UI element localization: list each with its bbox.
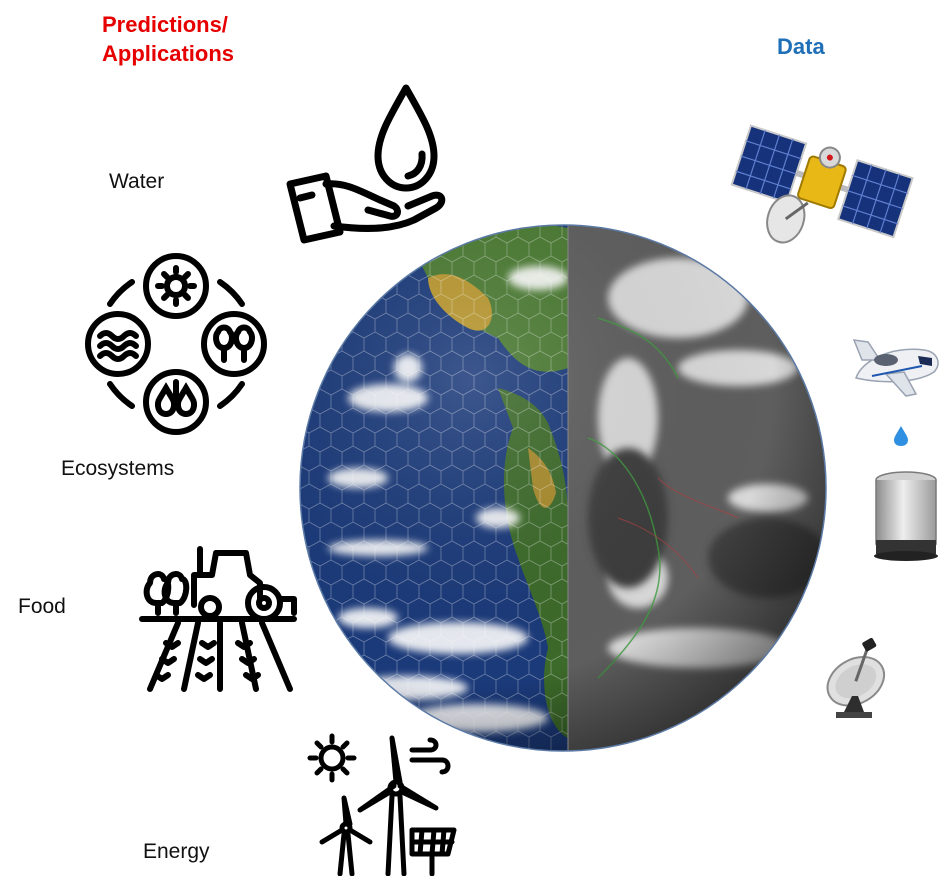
water-label: Water [109,170,165,193]
aircraft-icon [852,339,939,397]
ecosystems-cycle-icon [85,253,267,435]
rain-drop-icon [894,426,908,446]
tractor-field-icon [139,546,297,692]
energy-label: Energy [143,840,210,863]
food-label: Food [18,595,66,618]
earth-globe [299,224,827,752]
radar-dish-icon [826,638,886,718]
predictions-heading-line2: Applications [102,41,235,66]
data-heading: Data [777,34,825,59]
rain-gauge-icon [874,471,938,561]
predictions-heading-line1: Predictions/ [102,12,228,37]
satellite-icon [730,124,914,244]
ecosystems-label: Ecosystems [61,457,175,480]
renewable-energy-icon [307,733,457,876]
predictions-applications-heading: Predictions/ Applications [102,10,282,68]
water-drop-hand-icon [286,84,446,244]
